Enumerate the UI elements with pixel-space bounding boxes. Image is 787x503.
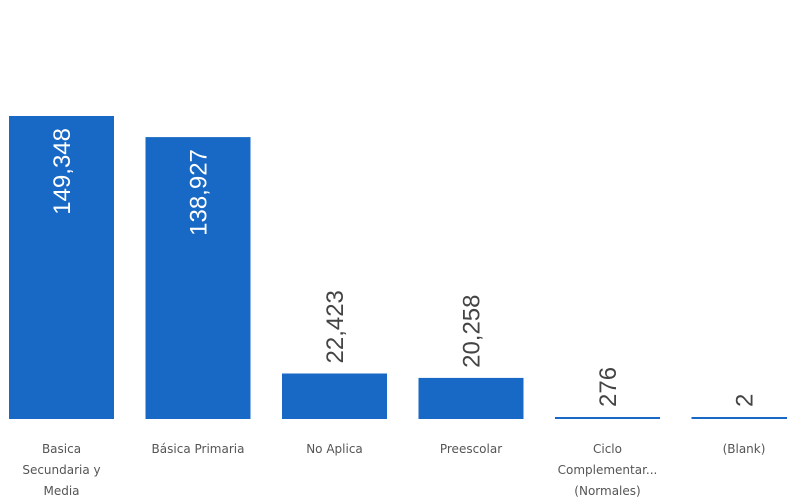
- category-label-3: Preescolar: [440, 442, 502, 456]
- bars-group: [9, 116, 787, 419]
- category-label-4: Ciclo Complementar... (Normales): [558, 442, 658, 498]
- category-label-5: (Blank): [723, 442, 766, 456]
- bar-0[interactable]: [9, 116, 114, 419]
- bar-5[interactable]: [691, 417, 787, 419]
- value-label-0: 149,348: [49, 128, 76, 215]
- value-label-1: 138,927: [185, 149, 212, 236]
- bar-2[interactable]: [282, 373, 387, 420]
- category-labels-group: Basica Secundaria y Media Básica Primaria No…: [22, 442, 765, 498]
- value-label-2: 22,423: [322, 290, 349, 363]
- bar-4[interactable]: [555, 417, 660, 419]
- category-label-0: Basica Secundaria y Media: [22, 442, 100, 498]
- category-label-1: Básica Primaria: [152, 442, 245, 456]
- value-label-4: 276: [595, 367, 622, 407]
- bar-1[interactable]: [145, 137, 251, 419]
- value-label-5: 2: [731, 394, 758, 407]
- category-label-2: No Aplica: [306, 442, 363, 456]
- bar-3[interactable]: [418, 377, 524, 419]
- value-labels-group: 149,348 138,927 22,423 20,258 276 2: [49, 128, 759, 407]
- value-label-3: 20,258: [458, 294, 485, 367]
